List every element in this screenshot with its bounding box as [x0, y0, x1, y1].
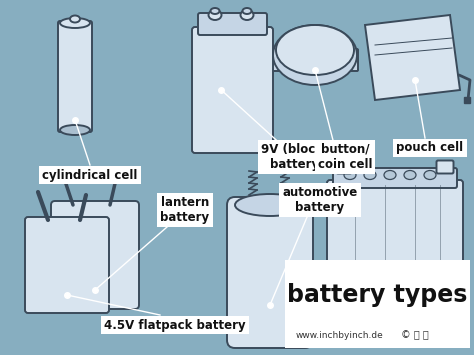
FancyBboxPatch shape — [326, 274, 464, 286]
Ellipse shape — [210, 8, 219, 14]
Ellipse shape — [276, 25, 354, 75]
Polygon shape — [365, 15, 460, 100]
Text: lantern
battery: lantern battery — [160, 196, 210, 224]
FancyBboxPatch shape — [333, 168, 457, 188]
Ellipse shape — [364, 170, 376, 180]
Ellipse shape — [404, 170, 416, 180]
FancyBboxPatch shape — [198, 13, 267, 35]
Ellipse shape — [424, 170, 436, 180]
FancyBboxPatch shape — [25, 217, 109, 313]
FancyBboxPatch shape — [192, 27, 273, 153]
Ellipse shape — [240, 10, 254, 20]
FancyBboxPatch shape — [227, 197, 313, 348]
Text: pouch cell: pouch cell — [396, 142, 464, 154]
Ellipse shape — [209, 10, 221, 20]
Ellipse shape — [60, 125, 90, 135]
Text: www.inchbyinch.de: www.inchbyinch.de — [296, 331, 384, 339]
Text: © ⓘ Ⓢ: © ⓘ Ⓢ — [401, 330, 429, 340]
Text: automotive
battery: automotive battery — [283, 186, 357, 214]
FancyBboxPatch shape — [437, 160, 454, 174]
FancyBboxPatch shape — [285, 260, 470, 348]
Text: battery types: battery types — [287, 283, 467, 307]
Ellipse shape — [235, 194, 305, 216]
Ellipse shape — [243, 8, 252, 14]
Text: button/
coin cell: button/ coin cell — [318, 143, 372, 171]
Ellipse shape — [70, 16, 80, 22]
FancyBboxPatch shape — [327, 180, 463, 286]
Ellipse shape — [384, 170, 396, 180]
FancyBboxPatch shape — [272, 49, 358, 71]
Ellipse shape — [60, 18, 90, 28]
FancyBboxPatch shape — [58, 21, 92, 132]
Text: cylindrical cell: cylindrical cell — [42, 169, 137, 181]
Text: 4.5V flatpack battery: 4.5V flatpack battery — [104, 318, 246, 332]
Ellipse shape — [344, 170, 356, 180]
Ellipse shape — [273, 25, 357, 85]
FancyBboxPatch shape — [337, 163, 352, 174]
Text: 9V (block)
battery: 9V (block) battery — [261, 143, 328, 171]
FancyBboxPatch shape — [51, 201, 139, 309]
